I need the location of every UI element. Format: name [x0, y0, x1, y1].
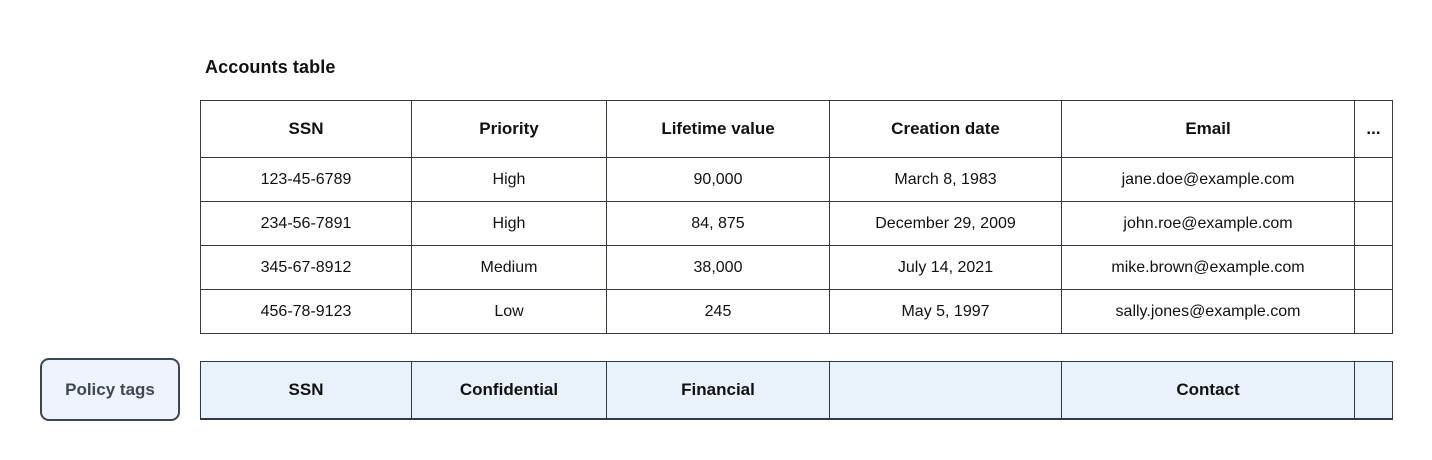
- cell-lifetime-value: 245: [606, 289, 830, 334]
- policy-tag-financial: Financial: [606, 361, 830, 420]
- cell-email: mike.brown@example.com: [1061, 245, 1355, 290]
- policy-tags-table: SSN Confidential Financial Contact: [200, 361, 1393, 420]
- cell-more: [1354, 289, 1393, 334]
- cell-ssn: 123-45-6789: [200, 157, 412, 202]
- cell-creation-date: March 8, 1983: [829, 157, 1062, 202]
- cell-email: sally.jones@example.com: [1061, 289, 1355, 334]
- cell-creation-date: May 5, 1997: [829, 289, 1062, 334]
- cell-lifetime-value: 84, 875: [606, 201, 830, 246]
- cell-priority: High: [411, 201, 607, 246]
- table-row: 234-56-7891 High 84, 875 December 29, 20…: [200, 201, 1393, 246]
- table-row: 123-45-6789 High 90,000 March 8, 1983 ja…: [200, 157, 1393, 202]
- column-header-ssn: SSN: [200, 100, 412, 158]
- policy-tags-button[interactable]: Policy tags: [40, 358, 180, 421]
- cell-lifetime-value: 38,000: [606, 245, 830, 290]
- column-header-priority: Priority: [411, 100, 607, 158]
- cell-email: jane.doe@example.com: [1061, 157, 1355, 202]
- policy-tag-ssn: SSN: [200, 361, 412, 420]
- cell-ssn: 456-78-9123: [200, 289, 412, 334]
- column-header-more: ...: [1354, 100, 1393, 158]
- table-title: Accounts table: [205, 57, 336, 77]
- cell-priority: Medium: [411, 245, 607, 290]
- cell-more: [1354, 245, 1393, 290]
- cell-creation-date: December 29, 2009: [829, 201, 1062, 246]
- cell-ssn: 234-56-7891: [200, 201, 412, 246]
- cell-more: [1354, 201, 1393, 246]
- cell-lifetime-value: 90,000: [606, 157, 830, 202]
- accounts-table: SSN Priority Lifetime value Creation dat…: [200, 100, 1393, 334]
- table-row: 456-78-9123 Low 245 May 5, 1997 sally.jo…: [200, 289, 1393, 334]
- policy-tag-confidential: Confidential: [411, 361, 607, 420]
- column-header-creation-date: Creation date: [829, 100, 1062, 158]
- cell-more: [1354, 157, 1393, 202]
- cell-email: john.roe@example.com: [1061, 201, 1355, 246]
- column-header-email: Email: [1061, 100, 1355, 158]
- column-header-lifetime-value: Lifetime value: [606, 100, 830, 158]
- policy-tag-contact: Contact: [1061, 361, 1355, 420]
- cell-priority: Low: [411, 289, 607, 334]
- header-row: SSN Priority Lifetime value Creation dat…: [200, 100, 1393, 158]
- policy-tag-empty: [1354, 361, 1393, 420]
- policy-tag-empty: [829, 361, 1062, 420]
- cell-creation-date: July 14, 2021: [829, 245, 1062, 290]
- table-row: 345-67-8912 Medium 38,000 July 14, 2021 …: [200, 245, 1393, 290]
- cell-priority: High: [411, 157, 607, 202]
- cell-ssn: 345-67-8912: [200, 245, 412, 290]
- policy-tags-row: SSN Confidential Financial Contact: [200, 361, 1393, 420]
